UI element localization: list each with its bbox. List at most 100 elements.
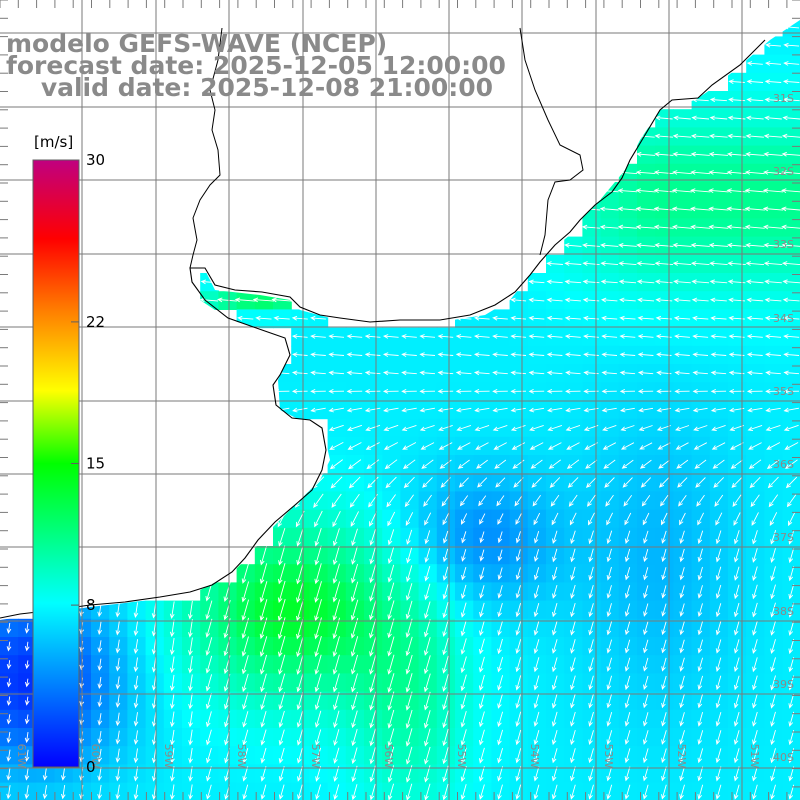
wind-arrow: [437, 407, 454, 413]
wind-arrow: [622, 477, 633, 488]
wind-arrow: [679, 639, 685, 654]
wind-arrow: [205, 618, 213, 638]
wind-arrow: [97, 658, 103, 671]
wind-vectors: [6, 24, 800, 800]
wind-arrow: [515, 585, 521, 599]
wind-arrow: [783, 424, 799, 432]
wind-arrow: [619, 407, 635, 413]
wind-arrow: [515, 784, 522, 800]
wind-arrow: [770, 548, 776, 564]
wind-arrow: [461, 513, 468, 525]
wind-arrow: [260, 784, 267, 800]
wind-arrow: [674, 388, 690, 394]
wind-arrow: [364, 334, 381, 339]
latitude-label: 40S: [773, 751, 794, 764]
wind-arrow: [333, 747, 340, 764]
wind-arrow: [260, 692, 267, 711]
wind-arrow: [369, 783, 376, 800]
wind-arrow: [291, 315, 308, 321]
wind-arrow: [438, 442, 453, 450]
wind-arrow: [423, 655, 431, 675]
wind-arrow: [783, 370, 800, 376]
wind-arrow: [588, 766, 594, 782]
wind-arrow: [510, 388, 527, 394]
wind-arrow: [658, 477, 670, 488]
wind-arrow: [546, 407, 563, 413]
wind-arrow: [624, 548, 631, 563]
wind-arrow: [551, 657, 558, 673]
wind-arrow: [115, 602, 121, 618]
wind-arrow: [570, 766, 576, 782]
wind-arrow: [455, 407, 472, 413]
wind-arrow: [497, 711, 504, 728]
wind-arrow: [604, 477, 615, 488]
wind-arrow: [643, 530, 649, 544]
wind-arrow: [708, 188, 729, 193]
wind-arrow: [278, 729, 285, 746]
wind-arrow: [442, 601, 449, 619]
latitude-label: 38S: [773, 605, 794, 618]
wind-arrow: [636, 242, 656, 248]
wind-arrow: [713, 477, 725, 488]
wind-arrow: [369, 728, 376, 747]
wind-arrow: [260, 710, 267, 728]
wind-arrow: [278, 692, 285, 710]
wind-arrow: [745, 151, 765, 157]
wind-arrow: [653, 170, 674, 175]
wind-arrow: [715, 675, 722, 691]
wind-arrow: [658, 459, 670, 469]
wind-arrow: [638, 407, 654, 413]
longitude-label: 60W: [89, 744, 102, 769]
wind-arrow: [770, 529, 777, 545]
wind-arrow: [617, 206, 638, 212]
wind-arrow: [479, 784, 485, 800]
wind-arrow: [564, 242, 582, 248]
wind-arrow: [715, 748, 722, 764]
wind-arrow: [551, 675, 558, 691]
wind-arrow: [115, 639, 121, 654]
wind-arrow: [367, 476, 379, 489]
wind-arrow: [679, 621, 685, 636]
wind-arrow: [459, 495, 469, 507]
wind-arrow: [635, 206, 656, 212]
wind-arrow: [624, 603, 631, 617]
wind-arrow: [733, 675, 740, 691]
wind-arrow: [726, 151, 747, 157]
wind-arrow: [169, 619, 175, 638]
wind-arrow: [606, 784, 613, 800]
wind-arrow: [697, 530, 704, 545]
wind-arrow: [726, 224, 747, 230]
wind-arrow: [624, 784, 631, 800]
wind-arrow: [277, 635, 286, 658]
wind-arrow: [673, 297, 691, 303]
wind-arrow: [533, 512, 541, 526]
wind-arrow: [709, 133, 728, 139]
wind-arrow: [460, 710, 467, 728]
wind-arrow: [382, 334, 399, 339]
wind-arrow: [237, 315, 254, 321]
wind-arrow: [764, 61, 782, 66]
wind-arrow: [621, 459, 634, 469]
wind-arrow: [551, 639, 558, 654]
wind-arrow: [733, 512, 741, 526]
wind-arrow: [291, 334, 308, 339]
wind-arrow: [369, 528, 377, 546]
wind-arrow: [497, 585, 503, 599]
wind-arrow: [679, 567, 685, 581]
wind-arrow: [551, 602, 558, 618]
wind-arrow: [314, 528, 322, 547]
wind-arrow: [588, 621, 594, 636]
wind-arrow: [401, 352, 417, 357]
wind-arrow: [710, 407, 726, 413]
wind-arrow: [672, 224, 692, 230]
wind-arrow: [653, 188, 674, 193]
wind-arrow: [624, 730, 631, 745]
wind-arrow: [746, 315, 764, 321]
wind-arrow: [151, 748, 157, 764]
wind-arrow: [296, 673, 304, 693]
wind-arrow: [515, 729, 522, 746]
wind-arrow: [242, 729, 249, 746]
wind-arrow: [515, 620, 522, 636]
wind-arrow: [661, 766, 667, 782]
wind-arrow: [588, 693, 594, 709]
